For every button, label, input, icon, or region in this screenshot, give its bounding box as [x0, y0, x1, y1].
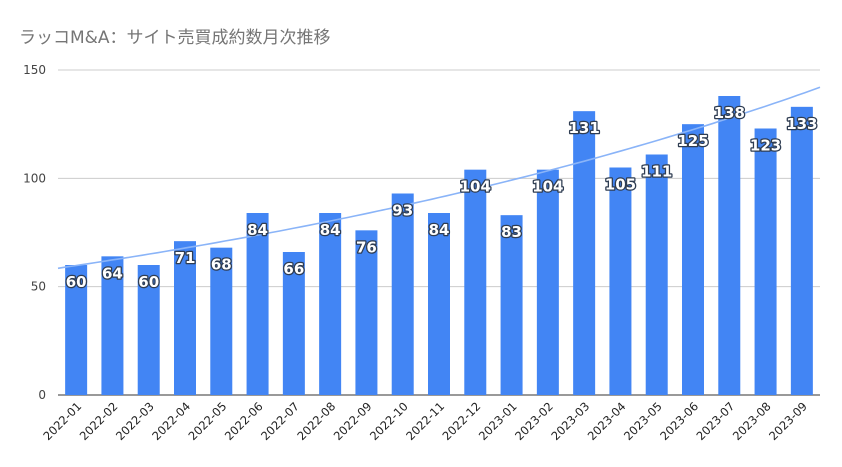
bar: [355, 230, 378, 395]
data-labels: 60 64 60 71 68 84 66 84 76 93 84 104 83 104 131 105 111 1…: [64, 103, 818, 293]
y-tick-label: 150: [23, 63, 46, 77]
bar: [282, 252, 305, 395]
data-label: 76: [356, 238, 377, 256]
x-tick-label: 2022-11: [403, 399, 447, 443]
data-label: 93: [392, 202, 413, 220]
x-tick-label: 2022-01: [40, 399, 84, 443]
x-tick-label: 2022-06: [222, 399, 266, 443]
data-label: 125: [677, 132, 708, 150]
x-tick-label: 2023-02: [512, 399, 556, 443]
y-tick-label: 50: [31, 280, 46, 294]
bar: [428, 213, 450, 395]
data-label: 84: [320, 221, 341, 239]
x-tick-label: 2023-04: [585, 399, 629, 443]
bar: [500, 215, 523, 395]
bars: [65, 96, 813, 396]
bar: [246, 213, 269, 395]
data-label: 138: [714, 104, 745, 122]
bar: [319, 213, 342, 395]
bar: [609, 167, 632, 395]
bar: [573, 111, 596, 396]
trendline-group: [57, 86, 821, 270]
data-label: 71: [175, 249, 196, 267]
bar: [174, 241, 196, 395]
data-label: 104: [532, 178, 563, 196]
trendline: [57, 86, 821, 270]
data-label: 105: [605, 176, 636, 194]
bar: [210, 247, 233, 395]
x-tick-label: 2023-05: [621, 399, 665, 443]
data-label: 60: [138, 273, 159, 291]
x-tick-label: 2023-01: [476, 399, 520, 443]
data-label: 60: [66, 273, 87, 291]
x-tick-label: 2023-03: [548, 399, 592, 443]
bar: [682, 124, 704, 396]
x-tick-label: 2022-08: [294, 399, 338, 443]
data-label: 66: [283, 260, 304, 278]
x-tick-label: 2022-05: [186, 399, 230, 443]
data-label: 84: [247, 221, 268, 239]
y-tick-label: 100: [23, 171, 46, 185]
x-tick-label: 2022-10: [367, 399, 411, 443]
x-tick-label: 2022-07: [258, 399, 302, 443]
data-label: 131: [568, 119, 599, 137]
bar: [754, 128, 777, 395]
data-label: 133: [786, 115, 817, 133]
data-label: 104: [460, 178, 491, 196]
x-tick-label: 2023-09: [766, 399, 810, 443]
bar: [137, 265, 160, 395]
data-label: 111: [641, 163, 672, 181]
data-label: 83: [501, 223, 522, 241]
bar: [645, 154, 668, 395]
bar: [65, 265, 88, 395]
y-tick-label: 0: [38, 388, 46, 402]
y-axis-ticks: 0 50 100 150: [23, 63, 46, 402]
x-axis-ticks: 2022-012022-022022-032022-042022-052022-…: [40, 399, 810, 443]
x-tick-label: 2022-03: [113, 399, 157, 443]
data-label: 84: [429, 221, 450, 239]
x-tick-label: 2022-09: [331, 399, 375, 443]
data-label: 64: [102, 264, 123, 282]
x-tick-label: 2023-07: [694, 399, 738, 443]
bar: [391, 193, 414, 395]
bar: [536, 169, 559, 395]
x-tick-label: 2023-06: [657, 399, 701, 443]
x-tick-label: 2022-02: [77, 399, 121, 443]
bar: [718, 96, 741, 395]
data-label: 123: [750, 137, 781, 155]
x-tick-label: 2023-08: [730, 399, 774, 443]
bar: [464, 169, 487, 395]
x-tick-label: 2022-12: [440, 399, 484, 443]
bar: [790, 106, 813, 395]
chart-title: ラッコM&A：サイト売買成約数月次推移: [19, 28, 331, 48]
data-label: 68: [211, 256, 232, 274]
x-tick-label: 2022-04: [149, 399, 193, 443]
bar: [101, 256, 124, 395]
